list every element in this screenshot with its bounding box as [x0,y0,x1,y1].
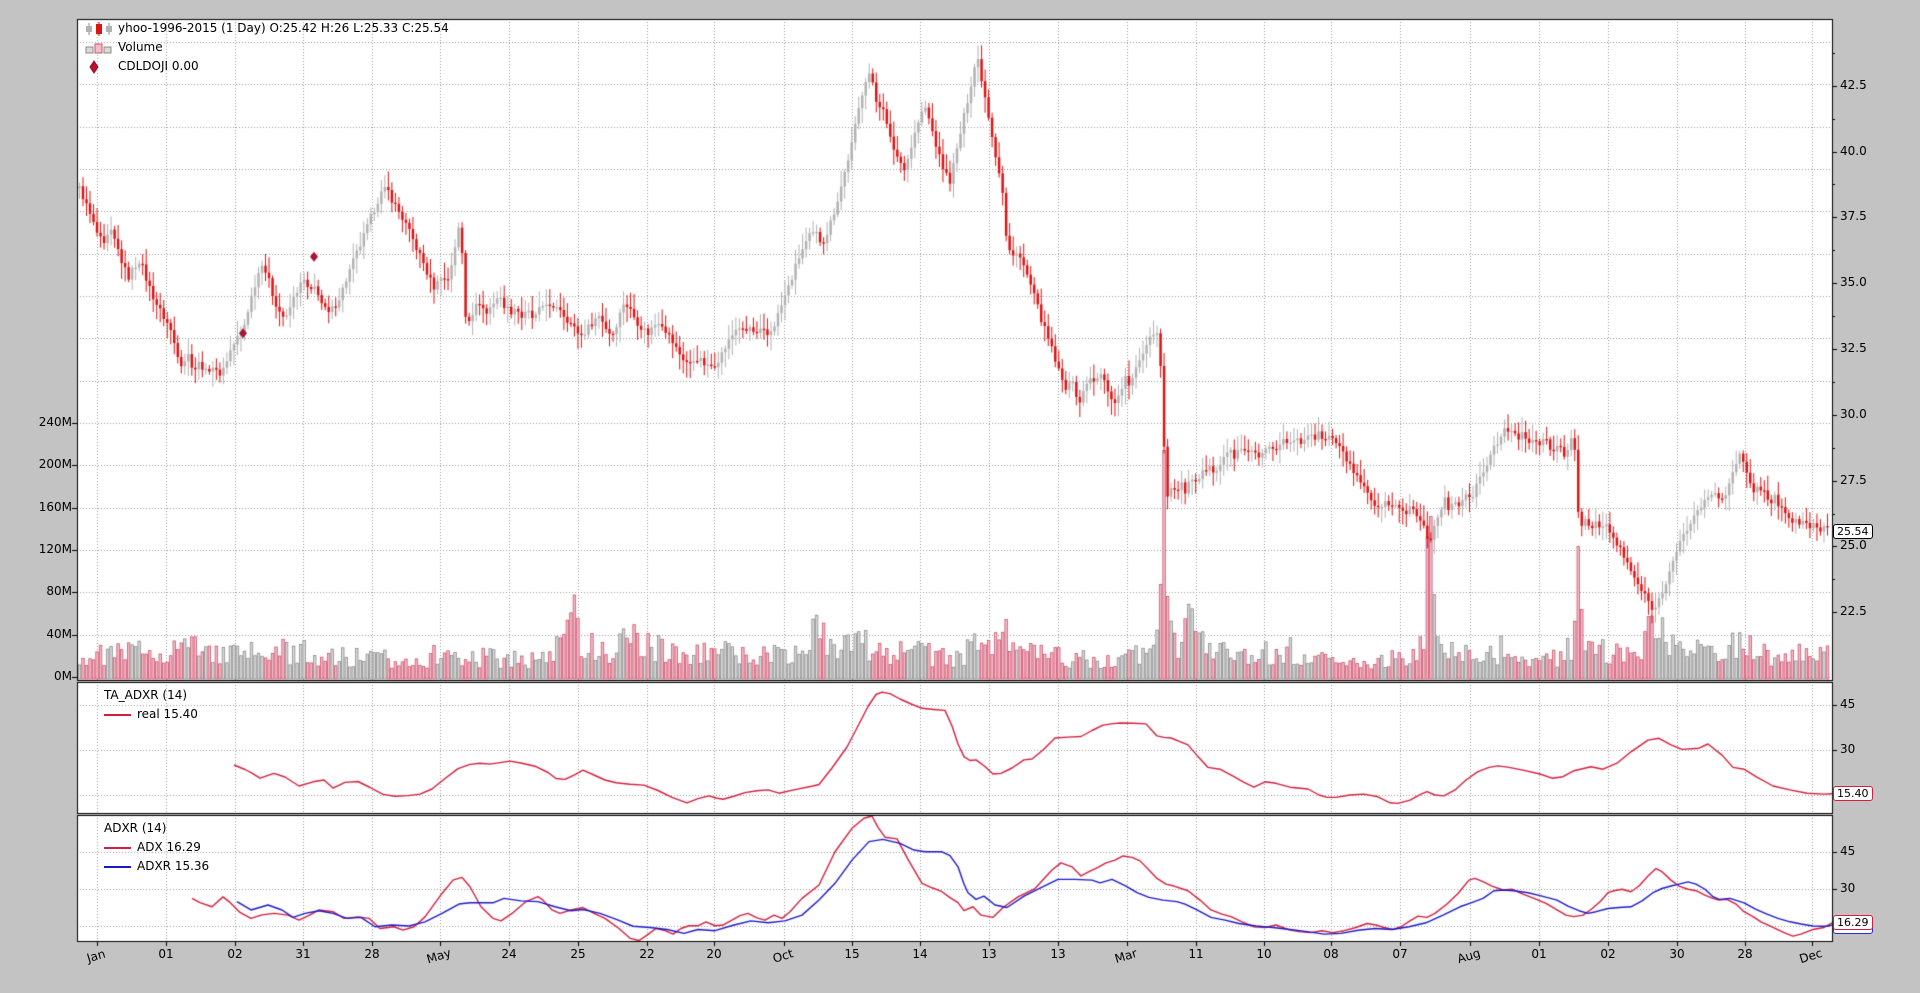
adx-line-swatch [104,846,131,849]
x-axis-tick-label: 02 [227,947,243,961]
price-axis-label: 27.5 [1840,472,1867,487]
price-axis-label: 22.5 [1840,604,1867,619]
adxr-axis-label: 30 [1840,881,1856,895]
x-axis-tick-label: 31 [295,947,311,961]
price-axis-label: 40.0 [1840,143,1867,158]
doji-label: CDLDOJI 0.00 [118,59,199,73]
price-axis-label: 30.0 [1840,406,1867,421]
volume-axis-label: 120M [38,542,72,556]
volume-axis-label: 40M [46,626,72,641]
volume-axis-label: 80M [46,584,72,599]
price-axis-label: 42.5 [1840,77,1867,92]
ta-adxr-legend: TA_ADXR (14) real 15.40 [104,686,198,724]
x-axis-tick-label: 28 [364,947,380,961]
adxr-legend: ADXR (14) ADX 16.29 ADXR 15.36 [104,819,209,876]
volume-axis-label: 240M [38,415,72,429]
last-price-tag: 25.54 [1833,524,1873,539]
ta-adxr-axis-label: 45 [1840,697,1856,711]
ta-adxr-axis-label: 30 [1840,742,1856,756]
x-axis-tick-label: 01 [1531,947,1547,961]
volume-axis-label: 200M [38,457,72,472]
volume-axis-label: 160M [38,499,72,514]
ta-adxr-title: TA_ADXR (14) [104,688,188,702]
x-axis-tick-label: 01 [158,947,174,961]
legend-row-adx: ADX 16.29 [104,838,209,857]
x-axis-tick-label: 02 [1600,947,1616,961]
x-axis-tick-label: 10 [1256,947,1272,961]
main-legend: yhoo-1996-2015 (1 Day) O:25.42 H:26 L:25… [84,19,449,76]
price-axis-label: 32.5 [1840,341,1867,355]
legend-row-adxr: ADXR 15.36 [104,857,209,876]
volume-icon [84,41,114,55]
x-axis-tick-label: 11 [1188,947,1204,961]
candlestick-icon [84,21,114,36]
x-axis-tick-label: 13 [1050,947,1066,961]
price-axis-label: 25.0 [1840,538,1867,553]
adx-label: ADX 16.29 [137,840,201,854]
doji-diamond-icon [84,59,114,74]
price-axis-label: 35.0 [1840,275,1867,290]
x-axis-tick-label: 20 [706,947,722,961]
x-axis-tick-label: 07 [1392,947,1408,961]
adxr-label: ADXR 15.36 [137,859,210,873]
x-axis-tick-label: 28 [1737,947,1753,961]
x-axis-tick-label: 08 [1323,947,1339,961]
real-line-swatch [104,713,131,716]
adx-value-tag: 16.29 [1833,915,1873,930]
price-axis-label: 37.5 [1840,209,1867,224]
x-axis-tick-label: 15 [844,947,860,961]
legend-row-doji: CDLDOJI 0.00 [84,57,449,76]
x-axis-tick-label: 25 [570,947,586,961]
real-label: real 15.40 [137,707,198,721]
legend-row-series: yhoo-1996-2015 (1 Day) O:25.42 H:26 L:25… [84,19,449,38]
legend-row-volume: Volume [84,38,449,57]
adxr-axis-label: 45 [1840,843,1856,858]
x-axis-tick-label: 14 [912,947,928,961]
x-axis-tick-label: 24 [501,947,517,961]
volume-axis-label: 0M [54,669,72,683]
series-label: yhoo-1996-2015 (1 Day) O:25.42 H:26 L:25… [118,21,449,35]
x-axis-tick-label: 13 [981,947,997,961]
legend-row-real: real 15.40 [104,705,198,724]
adxr-line-swatch [104,865,131,868]
x-axis-tick-label: 22 [639,947,655,961]
adxr-title: ADXR (14) [104,821,167,835]
x-axis-tick-label: 30 [1669,947,1685,961]
ta-adxr-value-tag: 15.40 [1833,786,1873,801]
volume-label: Volume [118,40,163,54]
